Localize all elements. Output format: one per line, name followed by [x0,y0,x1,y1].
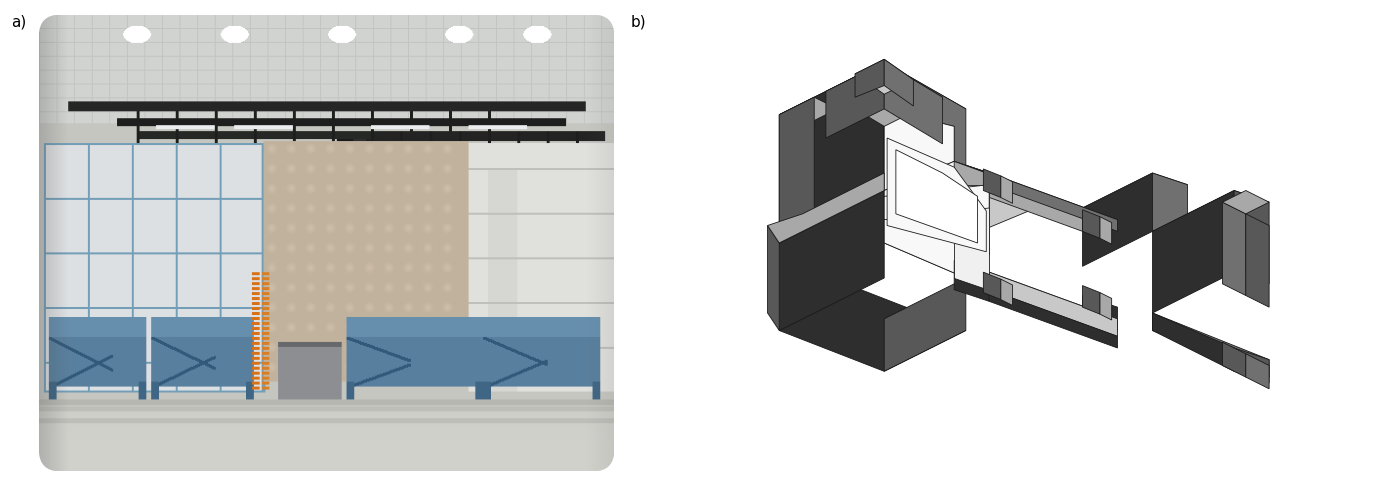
Polygon shape [884,62,943,144]
Polygon shape [779,97,838,126]
Polygon shape [825,62,884,138]
Polygon shape [884,109,954,191]
Polygon shape [1082,173,1153,266]
Polygon shape [1082,295,1118,330]
Polygon shape [1234,348,1269,383]
Polygon shape [884,161,989,278]
Polygon shape [1234,191,1269,284]
Polygon shape [1082,210,1100,238]
Polygon shape [1246,354,1269,389]
Polygon shape [854,59,914,94]
Polygon shape [1222,202,1246,295]
Polygon shape [1082,173,1187,220]
Polygon shape [779,191,884,330]
Polygon shape [989,290,1118,348]
Polygon shape [1246,214,1269,307]
Polygon shape [1222,342,1246,377]
Polygon shape [954,185,989,290]
Polygon shape [779,62,965,161]
Polygon shape [983,169,1001,197]
Polygon shape [1153,191,1269,243]
Polygon shape [1222,191,1269,214]
Polygon shape [983,272,1001,299]
Text: a): a) [11,15,26,30]
Polygon shape [779,290,965,371]
Polygon shape [896,150,978,243]
Text: b): b) [631,15,646,30]
Polygon shape [884,185,989,220]
Polygon shape [767,173,884,243]
Polygon shape [884,59,914,106]
Polygon shape [954,260,989,290]
Polygon shape [779,62,884,243]
Polygon shape [854,59,884,97]
Polygon shape [1153,313,1269,377]
Polygon shape [1082,286,1100,314]
Polygon shape [954,161,1082,231]
Polygon shape [954,260,1118,319]
Polygon shape [1100,293,1111,320]
Polygon shape [1153,191,1234,313]
Polygon shape [1001,176,1013,203]
Polygon shape [888,138,986,252]
Polygon shape [884,109,954,191]
Polygon shape [884,62,965,237]
Polygon shape [1100,217,1111,244]
Polygon shape [1153,313,1234,371]
Polygon shape [1153,173,1187,243]
Polygon shape [989,173,1118,231]
Polygon shape [989,272,1118,336]
Polygon shape [825,62,943,126]
Polygon shape [884,161,1036,237]
Polygon shape [954,278,989,301]
Polygon shape [884,161,989,278]
Polygon shape [954,161,1118,220]
Polygon shape [884,278,965,371]
Polygon shape [767,226,779,330]
Polygon shape [1001,279,1013,305]
Polygon shape [779,97,814,243]
